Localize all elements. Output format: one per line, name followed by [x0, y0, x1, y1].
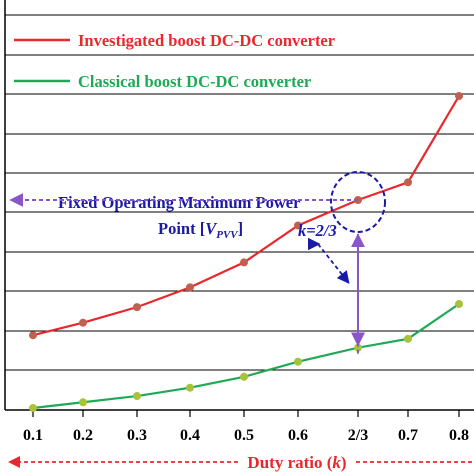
data-point-investigated: [29, 331, 37, 340]
legend: Investigated boost DC-DC converter Class…: [14, 31, 335, 91]
annotation-line2: Point [VPVV]: [158, 219, 243, 241]
data-point-investigated: [404, 178, 412, 187]
annotation: Fixed Operating Maximum Power Point [VPV…: [9, 171, 386, 354]
annotation-line1: Fixed Operating Maximum Power: [58, 193, 300, 212]
series-line-investigated: [32, 95, 460, 337]
x-axis-title: Duty ratio (k): [247, 453, 346, 472]
grid-lines: [5, 14, 474, 371]
x-tick-label: 0.7: [398, 427, 418, 444]
x-tick-label: 0.1: [23, 427, 43, 444]
series-layer: [29, 92, 463, 412]
data-point-investigated: [455, 92, 463, 100]
data-point-investigated: [133, 303, 141, 312]
data-point-classical: [455, 300, 463, 308]
x-tick-label: 0.3: [127, 427, 147, 444]
x-ticks: [32, 410, 460, 417]
data-point-classical: [294, 357, 302, 366]
x-axis-title-group: Duty ratio (k): [8, 453, 472, 472]
data-point-classical: [404, 334, 412, 343]
x-tick-label: 0.4: [180, 427, 200, 444]
data-point-investigated: [79, 318, 87, 327]
legend-label-classical: Classical boost DC-DC converter: [78, 72, 311, 91]
data-point-investigated: [186, 283, 194, 292]
operating-point-circle: [330, 171, 386, 233]
x-tick-label: 0.2: [73, 427, 93, 444]
annotation-k-label: k=2/3: [298, 221, 337, 240]
x-tick-label: 0.5: [234, 427, 254, 444]
data-point-classical: [29, 404, 37, 412]
data-point-investigated: [294, 221, 302, 230]
annotation-arrow-k: [317, 243, 350, 284]
data-point-investigated: [240, 258, 248, 267]
data-point-classical: [186, 383, 194, 392]
data-point-classical: [133, 392, 141, 401]
x-tick-label: 2/3: [348, 427, 368, 444]
legend-label-investigated: Investigated boost DC-DC converter: [78, 31, 335, 50]
x-tick-labels: 0.1 0.2 0.3 0.4 0.5 0.6 2/3 0.7 0.8: [23, 427, 469, 444]
x-tick-label: 0.8: [449, 427, 469, 444]
data-point-classical: [240, 372, 248, 381]
data-point-classical: [79, 398, 87, 407]
x-tick-label: 0.6: [288, 427, 308, 444]
x-axis-title-arrowhead-left: [8, 456, 20, 468]
